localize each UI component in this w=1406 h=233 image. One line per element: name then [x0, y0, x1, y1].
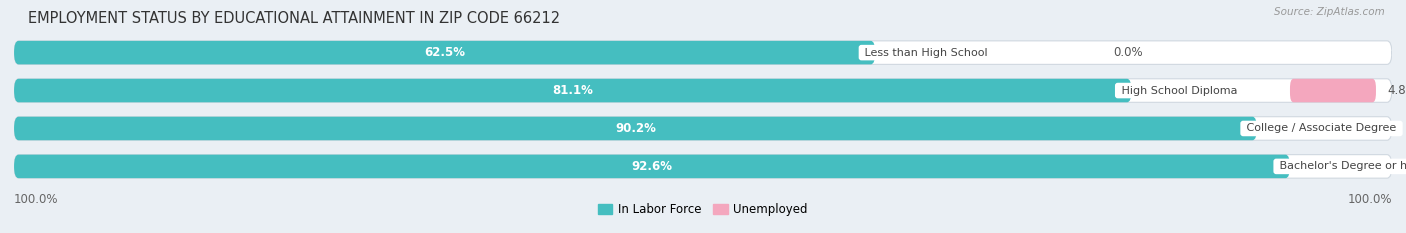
Text: 0.0%: 0.0% — [1114, 46, 1143, 59]
Text: 92.6%: 92.6% — [631, 160, 672, 173]
Legend: In Labor Force, Unemployed: In Labor Force, Unemployed — [593, 199, 813, 221]
FancyBboxPatch shape — [14, 79, 1392, 102]
Text: College / Associate Degree: College / Associate Degree — [1243, 123, 1400, 134]
FancyBboxPatch shape — [14, 155, 1289, 178]
FancyBboxPatch shape — [14, 41, 876, 64]
FancyBboxPatch shape — [14, 117, 1392, 140]
Text: 90.2%: 90.2% — [614, 122, 657, 135]
FancyBboxPatch shape — [1289, 79, 1376, 102]
FancyBboxPatch shape — [14, 155, 1392, 178]
Text: 4.8%: 4.8% — [1386, 84, 1406, 97]
Text: 100.0%: 100.0% — [14, 193, 59, 206]
Text: High School Diploma: High School Diploma — [1118, 86, 1240, 96]
Text: EMPLOYMENT STATUS BY EDUCATIONAL ATTAINMENT IN ZIP CODE 66212: EMPLOYMENT STATUS BY EDUCATIONAL ATTAINM… — [28, 11, 560, 26]
Text: Source: ZipAtlas.com: Source: ZipAtlas.com — [1274, 7, 1385, 17]
Text: Bachelor's Degree or higher: Bachelor's Degree or higher — [1277, 161, 1406, 171]
FancyBboxPatch shape — [14, 79, 1132, 102]
Text: 100.0%: 100.0% — [1347, 193, 1392, 206]
Text: 81.1%: 81.1% — [553, 84, 593, 97]
Text: 62.5%: 62.5% — [425, 46, 465, 59]
FancyBboxPatch shape — [14, 41, 1392, 64]
FancyBboxPatch shape — [14, 117, 1257, 140]
Text: Less than High School: Less than High School — [862, 48, 991, 58]
